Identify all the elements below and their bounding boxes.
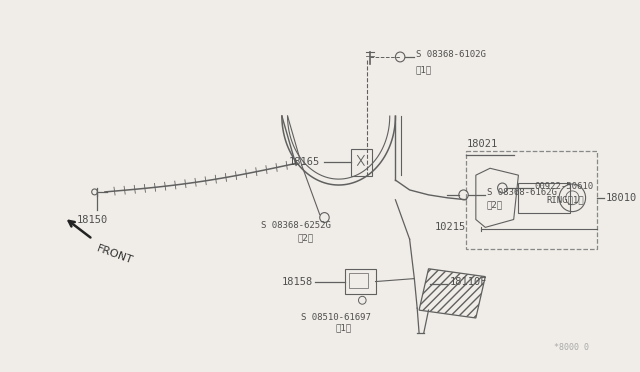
Bar <box>518 183 570 212</box>
Text: S 08510-61697: S 08510-61697 <box>301 313 371 322</box>
Text: FRONT: FRONT <box>95 243 134 266</box>
Bar <box>345 269 376 294</box>
Bar <box>349 273 368 288</box>
Text: （2）: （2） <box>486 201 503 210</box>
Text: 18110F: 18110F <box>449 276 487 286</box>
Text: 18021: 18021 <box>467 138 498 148</box>
Text: （1）: （1） <box>416 65 432 74</box>
Bar <box>351 148 372 176</box>
Text: 18165: 18165 <box>289 157 320 167</box>
Text: （1）: （1） <box>335 323 351 332</box>
Bar <box>467 151 597 249</box>
Text: 18010: 18010 <box>605 193 637 203</box>
Text: S 08368-6102G: S 08368-6102G <box>416 51 486 60</box>
Text: *8000 0: *8000 0 <box>554 343 589 353</box>
Text: （2）: （2） <box>298 233 314 242</box>
Text: S 08368-6252G: S 08368-6252G <box>261 221 331 231</box>
Text: 00922-50610: 00922-50610 <box>534 182 594 190</box>
Text: 18158: 18158 <box>282 276 313 286</box>
Text: S 08368-6162G: S 08368-6162G <box>487 188 557 198</box>
Text: 18150: 18150 <box>77 215 108 225</box>
Text: 10215: 10215 <box>435 222 467 232</box>
Text: RING（1）: RING（1） <box>547 195 584 204</box>
